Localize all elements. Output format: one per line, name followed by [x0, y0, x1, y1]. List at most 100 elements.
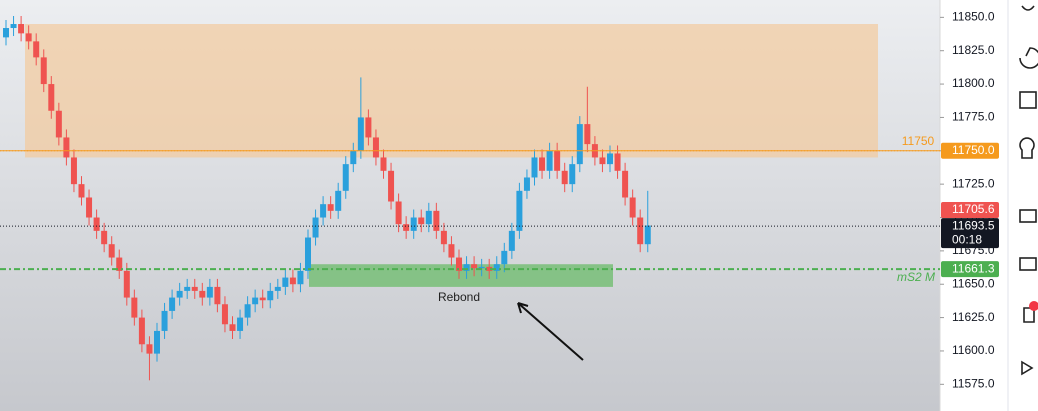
candle-body [184, 286, 191, 291]
candle-body [289, 277, 296, 285]
candle-body [63, 137, 70, 158]
candle-body [365, 117, 372, 138]
candle-body [501, 250, 508, 265]
candle-body [10, 24, 17, 29]
y-tick-label: 11600.0 [952, 343, 995, 357]
candle-body [493, 264, 500, 271]
candle-body [448, 244, 455, 258]
candle-body [86, 197, 93, 218]
icon[interactable] [1021, 5, 1035, 11]
candle-body [576, 124, 583, 165]
candle-body [403, 224, 410, 231]
price-tag [941, 202, 999, 219]
candle-body [282, 277, 289, 287]
arrow [517, 302, 584, 361]
candle-body [607, 153, 613, 165]
candle-body [274, 286, 281, 291]
level-label: 11750 [902, 134, 935, 148]
candle-body [55, 110, 62, 138]
candle-body [176, 290, 183, 298]
y-tick-label: 11625.0 [952, 310, 995, 324]
price-tag [941, 218, 999, 249]
candle-body [78, 184, 85, 198]
candle-body [244, 304, 251, 318]
candle-body [388, 170, 395, 202]
candle-body [508, 230, 515, 251]
badge [1029, 301, 1038, 311]
zone-label: Rebond [438, 290, 480, 304]
candle-body [622, 170, 629, 198]
candle-body [554, 150, 561, 171]
y-tick-label: 11775.0 [952, 110, 995, 124]
candle-body [614, 153, 621, 171]
toolbar [1008, 0, 1038, 411]
candle-body [305, 237, 311, 271]
candle-body [327, 204, 334, 211]
icon[interactable] [1019, 137, 1035, 159]
candle-body [206, 286, 213, 298]
candle-body [531, 157, 538, 178]
candle-body [463, 264, 470, 271]
candle-body [199, 290, 206, 298]
candle-body [169, 297, 176, 311]
candle-body [191, 286, 198, 291]
candle-body [637, 217, 644, 245]
candle-body [93, 217, 100, 231]
candle-body [523, 177, 530, 191]
candle-body [312, 217, 319, 238]
candle-body [584, 124, 591, 145]
candle-body [252, 297, 259, 305]
candle-body [161, 310, 168, 331]
candle-body [70, 157, 77, 185]
y-tick-label: 11725.0 [952, 176, 995, 190]
candle-body [342, 164, 349, 191]
candle-body [516, 190, 523, 231]
candle-body [3, 28, 9, 38]
candle-body [146, 344, 153, 354]
candle-body [486, 266, 493, 271]
candle-body [123, 270, 130, 298]
icon[interactable] [1019, 257, 1037, 271]
price-tag-label: 11750.0 [952, 143, 995, 157]
candle-body [131, 297, 138, 318]
candle-body [357, 117, 364, 151]
candle-body [440, 230, 447, 245]
candle-body [237, 317, 244, 331]
candle-body [629, 197, 636, 218]
candle-body [599, 157, 606, 165]
candle-body [108, 244, 115, 258]
candle-body [372, 137, 379, 158]
candle-body [33, 41, 40, 58]
candle-body [18, 24, 25, 34]
candle-body [335, 190, 342, 211]
candle-body [561, 170, 568, 185]
candle-body [433, 210, 440, 231]
countdown: 00:18 [952, 232, 982, 246]
candle-body [229, 324, 236, 331]
y-tick-label: 11575.0 [952, 376, 995, 390]
pivot-label: mS2 M [897, 270, 935, 284]
icon[interactable] [1019, 91, 1037, 109]
icon[interactable] [1019, 209, 1037, 223]
toolbar-icons[interactable] [1019, 5, 1038, 376]
candle-body [214, 286, 221, 305]
candle-body [546, 150, 553, 171]
candle-body [456, 257, 462, 271]
candle-body [25, 33, 32, 42]
candle-body [297, 270, 304, 285]
candle-body [48, 84, 55, 111]
y-tick-label: 11850.0 [952, 10, 995, 24]
candle-body [221, 304, 228, 325]
candle-body [644, 225, 651, 245]
candle-body [40, 57, 47, 85]
price-tag [941, 142, 999, 159]
candle-body [116, 257, 123, 271]
price-tag-label: 11705.6 [952, 202, 995, 216]
y-tick-label: 11650.0 [952, 276, 995, 290]
price-tag-label: 11693.5 [952, 218, 995, 232]
icon[interactable] [1021, 360, 1034, 376]
candle-body [471, 264, 478, 269]
candle-body [569, 164, 576, 185]
price-tag-label: 11661.3 [952, 261, 995, 275]
